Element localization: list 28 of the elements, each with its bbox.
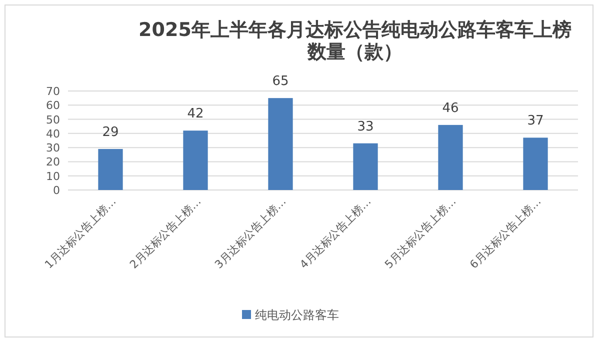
y-tick-label: 60 [46, 99, 60, 112]
x-tick-label: 1月达标公告上榜… [42, 194, 119, 272]
y-tick-label: 10 [46, 170, 60, 183]
chart-title: 2025年上半年各月达标公告纯电动公路车客车上榜数量（款） [138, 19, 572, 63]
x-tick-label: 4月达标公告上榜… [297, 194, 374, 272]
data-label: 42 [187, 106, 204, 122]
bar [438, 124, 463, 190]
bar [98, 148, 123, 190]
bar [268, 98, 293, 190]
bar [183, 130, 208, 190]
data-label: 37 [527, 114, 544, 129]
x-tick-label: 3月达标公告上榜… [212, 194, 289, 272]
data-label: 46 [442, 100, 459, 116]
x-tick-label: 2月达标公告上榜… [127, 194, 204, 272]
bar [523, 138, 548, 190]
data-label: 29 [102, 124, 119, 140]
y-tick-label: 30 [46, 142, 60, 155]
y-tick-label: 70 [46, 85, 60, 98]
legend-label: 纯电动公路客车 [255, 308, 339, 322]
y-tick-label: 50 [46, 113, 60, 126]
y-tick-label: 0 [53, 184, 60, 197]
x-tick-label: 6月达标公告上榜… [467, 194, 544, 272]
y-tick-label: 20 [46, 156, 60, 169]
data-label: 65 [272, 74, 289, 90]
x-tick-label: 5月达标公告上榜… [382, 194, 459, 272]
y-tick-label: 40 [46, 127, 60, 140]
bar [353, 143, 378, 190]
data-label: 33 [357, 119, 374, 134]
